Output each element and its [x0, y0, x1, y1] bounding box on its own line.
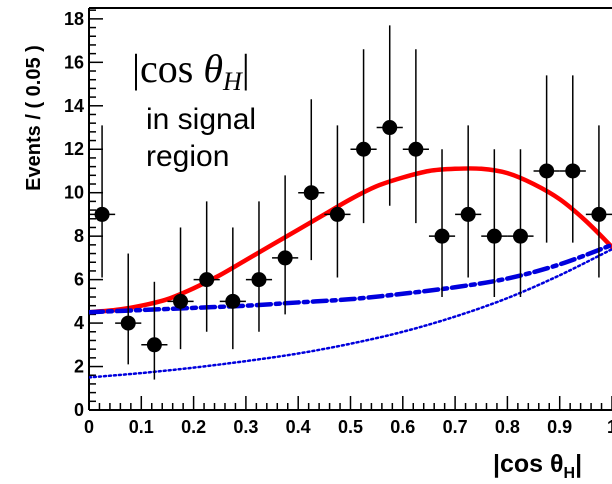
data-point [533, 75, 560, 243]
data-point [507, 149, 534, 298]
data-marker [565, 163, 581, 179]
data-point [585, 125, 612, 278]
y-tick-label: 16 [64, 52, 84, 72]
y-tick-label: 4 [74, 313, 84, 333]
x-tick-label: 0.3 [233, 417, 258, 437]
data-marker [539, 163, 555, 179]
data-point [245, 201, 273, 332]
y-tick-label: 10 [64, 183, 84, 203]
data-marker [94, 206, 110, 222]
data-marker [460, 206, 476, 222]
x-tick-label: 1 [607, 417, 612, 437]
data-point [167, 227, 194, 350]
data-marker [329, 206, 345, 222]
data-marker [173, 293, 189, 309]
y-tick-label: 12 [64, 139, 84, 159]
data-point [350, 49, 377, 224]
x-axis-title: |cos θH| [493, 450, 582, 482]
annotation-line1: in signal [146, 103, 256, 136]
data-point [193, 201, 220, 332]
x-tick-label: 0.4 [286, 417, 311, 437]
fit-curves [89, 166, 612, 379]
x-tick-label: 0.1 [129, 417, 154, 437]
x-tick-label: 0.2 [181, 417, 206, 437]
data-marker [146, 337, 162, 353]
data-point [219, 227, 246, 350]
x-tick-label: 0 [84, 417, 94, 437]
annotation-line2: region [146, 140, 229, 173]
x-axis-ticks: 0 0.1 0.2 0.3 0.4 0.5 0.6 0.7 0.8 0.9 1 [84, 396, 612, 437]
y-tick-label: 14 [64, 96, 84, 116]
x-tick-label: 0.6 [390, 417, 415, 437]
y-tick-label: 6 [74, 270, 84, 290]
data-marker [277, 250, 293, 266]
data-points [89, 25, 612, 380]
data-marker [382, 120, 398, 136]
data-point [324, 125, 351, 278]
y-axis-ticks: 0 2 4 6 8 10 12 14 16 18 [64, 9, 103, 420]
y-tick-label: 8 [74, 226, 84, 246]
data-point [559, 75, 586, 243]
x-axis-title-end: | [575, 450, 582, 478]
annotation-formula: |cos θH| [132, 46, 250, 96]
data-marker [225, 293, 241, 309]
data-point [272, 175, 299, 315]
y-tick-label: 2 [74, 357, 84, 377]
data-point [141, 281, 168, 380]
data-point [481, 149, 508, 298]
annotation: |cos θH| in signal region [132, 46, 256, 173]
data-marker [251, 272, 267, 288]
y-axis-title: Events / ( 0.05 ) [23, 45, 45, 191]
data-marker [303, 185, 319, 201]
data-point [428, 149, 456, 298]
data-marker [486, 228, 502, 244]
data-point [402, 49, 429, 224]
total-fit-curve [89, 166, 612, 315]
data-point [376, 25, 403, 206]
background-dashdot-curve [89, 242, 612, 315]
data-point [115, 253, 142, 365]
y-tick-label: 0 [74, 400, 84, 420]
data-point [89, 125, 116, 278]
background-dotted-curve [89, 247, 612, 379]
data-point [298, 99, 325, 261]
data-marker [591, 206, 607, 222]
x-axis-title-sub: H [564, 465, 576, 482]
data-marker [199, 272, 215, 288]
x-tick-label: 0.5 [338, 417, 363, 437]
x-axis-title-main: |cos θ [493, 450, 564, 478]
x-tick-label: 0.9 [547, 417, 572, 437]
y-tick-label: 18 [64, 9, 84, 29]
data-marker [408, 141, 424, 157]
data-marker [434, 228, 450, 244]
data-point [455, 125, 482, 278]
data-marker [512, 228, 528, 244]
x-tick-label: 0.8 [495, 417, 520, 437]
x-tick-label: 0.7 [443, 417, 468, 437]
data-marker [120, 315, 136, 331]
data-marker [356, 141, 372, 157]
